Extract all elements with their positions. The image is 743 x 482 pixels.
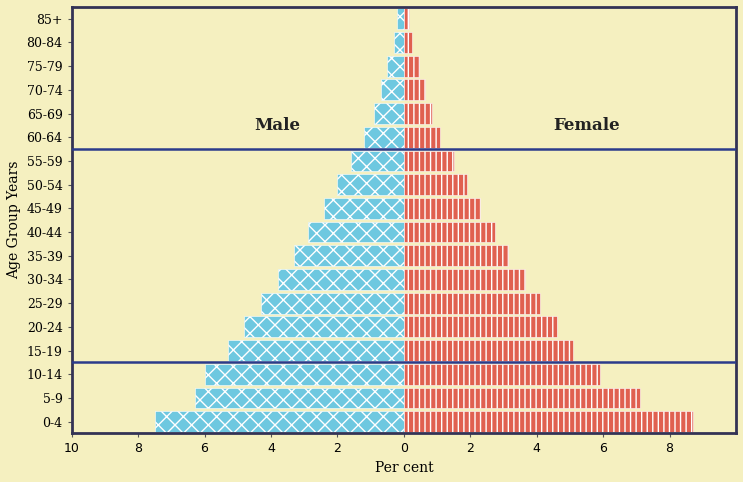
Bar (404, 103, 432, 124)
Bar (404, 316, 557, 337)
Bar (294, 245, 404, 266)
Bar (374, 103, 404, 124)
Bar (387, 56, 404, 77)
Bar (337, 174, 404, 195)
Bar (404, 150, 454, 172)
Bar (244, 316, 404, 337)
Bar (394, 32, 404, 53)
Bar (404, 293, 540, 314)
Bar (404, 8, 409, 29)
Bar (364, 127, 404, 147)
Bar (404, 56, 419, 77)
Bar (404, 198, 480, 219)
Bar (404, 222, 496, 242)
Y-axis label: Age Group Years: Age Group Years (7, 161, 21, 280)
Bar (351, 150, 404, 172)
Bar (404, 80, 426, 100)
Bar (380, 80, 404, 100)
Bar (404, 269, 525, 290)
Bar (308, 222, 404, 242)
Bar (404, 245, 508, 266)
Bar (204, 364, 404, 385)
Bar (155, 411, 404, 432)
Bar (261, 293, 404, 314)
Bar (398, 8, 404, 29)
Text: Male: Male (255, 117, 301, 134)
Bar (404, 32, 412, 53)
Bar (404, 340, 574, 361)
Bar (324, 198, 404, 219)
Bar (404, 127, 441, 147)
Bar (404, 388, 640, 408)
Bar (404, 411, 693, 432)
Bar (195, 388, 404, 408)
Bar (404, 174, 467, 195)
Text: Female: Female (554, 117, 620, 134)
X-axis label: Per cent: Per cent (374, 461, 433, 475)
Bar (228, 340, 404, 361)
Bar (278, 269, 404, 290)
Bar (404, 364, 600, 385)
